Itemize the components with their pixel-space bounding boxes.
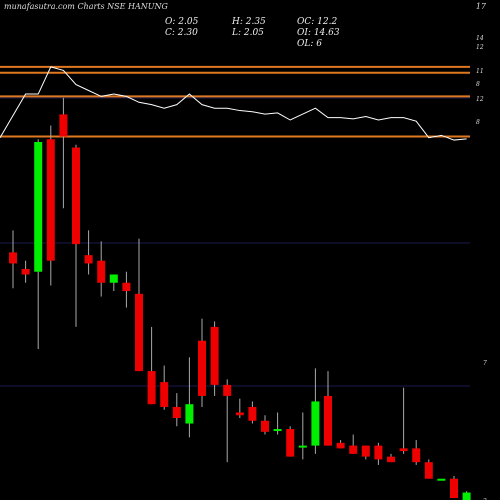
candle-body (374, 445, 383, 460)
candle-body (462, 492, 471, 500)
candle-body (72, 147, 80, 245)
candle-body (399, 448, 408, 452)
indicator-tick-label: 12 (476, 96, 484, 103)
candle-body (387, 456, 395, 463)
corner-value: 17 (475, 2, 486, 11)
candle-body (336, 442, 345, 449)
candle-body (210, 326, 219, 385)
watermark-text: munafasutra.com (4, 2, 75, 11)
price-tick-label: 2 (482, 498, 487, 500)
indicator-tick-label: 14 (476, 35, 484, 42)
ol-label: OL: 6 (297, 39, 322, 49)
candle-body (424, 462, 433, 479)
indicator-tick-label: 12 (476, 44, 484, 51)
candle-body (450, 478, 458, 499)
high-label: H: 2.35 (232, 17, 266, 27)
candle-body (109, 274, 118, 283)
candle-body (21, 268, 30, 275)
indicator-tick-label: 11 (476, 68, 484, 75)
chart-title: munafasutra.com Charts NSE HANUNG (4, 2, 168, 11)
candle-body (223, 384, 232, 396)
candle-body (286, 429, 295, 457)
candle-body (185, 404, 194, 424)
candle-body (84, 255, 93, 264)
candle-body (311, 401, 320, 446)
candle-body (361, 445, 370, 457)
candle-body (437, 478, 446, 481)
candle-body (160, 382, 169, 407)
candle-body (298, 445, 307, 448)
candle-body (273, 429, 282, 432)
candle-body (261, 420, 269, 432)
candle-body (235, 412, 244, 416)
oc-label: OC: 12.2 (297, 17, 338, 27)
candle-body (172, 406, 181, 418)
open-label: O: 2.05 (165, 17, 199, 27)
low-label: L: 2.05 (232, 28, 264, 38)
candle-body (324, 395, 332, 446)
close-label: C: 2.30 (165, 28, 198, 38)
candle-body (412, 448, 421, 463)
title-text: Charts NSE HANUNG (77, 2, 168, 11)
candle-body (46, 139, 55, 261)
candle-body (135, 293, 143, 372)
indicator-tick-label: 8 (476, 81, 480, 88)
candle-body (147, 371, 156, 405)
candle-body (248, 406, 257, 421)
candle-body (9, 252, 17, 264)
price-tick-label: 7 (483, 360, 487, 367)
candle-body (198, 340, 206, 396)
candle-body (59, 114, 68, 137)
candle-body (34, 142, 43, 272)
candle-body (122, 282, 131, 292)
indicator-tick-label: 8 (476, 119, 480, 126)
indicator-line (0, 66, 467, 141)
candle-body (349, 445, 358, 454)
oi-label: OI: 14.63 (297, 28, 340, 38)
candle-body (97, 260, 106, 283)
